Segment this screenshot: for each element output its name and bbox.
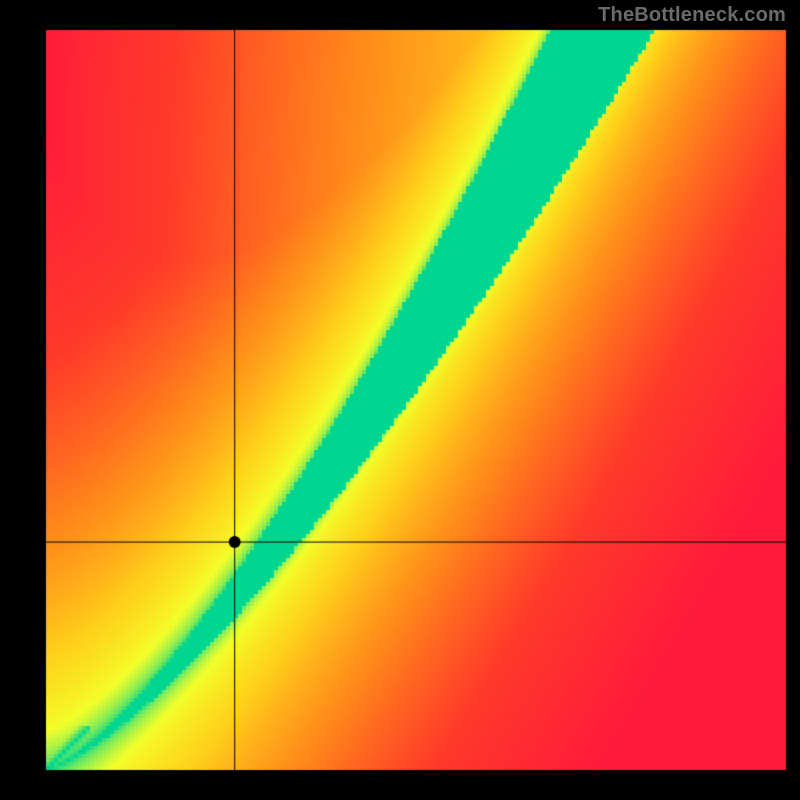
watermark-label: TheBottleneck.com bbox=[598, 4, 786, 27]
chart-container: TheBottleneck.com bbox=[0, 0, 800, 800]
bottleneck-heatmap bbox=[0, 0, 800, 800]
